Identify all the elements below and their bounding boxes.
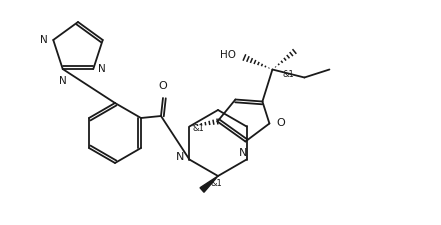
Text: &1: &1 bbox=[282, 70, 294, 79]
Text: N: N bbox=[176, 153, 184, 162]
Text: &1: &1 bbox=[193, 124, 204, 133]
Text: N: N bbox=[40, 35, 47, 45]
Text: &1: &1 bbox=[210, 180, 222, 189]
Text: N: N bbox=[239, 148, 247, 158]
Text: N: N bbox=[98, 64, 106, 74]
Text: O: O bbox=[277, 119, 285, 128]
Text: HO: HO bbox=[220, 50, 236, 59]
Text: N: N bbox=[59, 76, 67, 86]
Polygon shape bbox=[200, 176, 218, 192]
Text: O: O bbox=[159, 81, 167, 91]
